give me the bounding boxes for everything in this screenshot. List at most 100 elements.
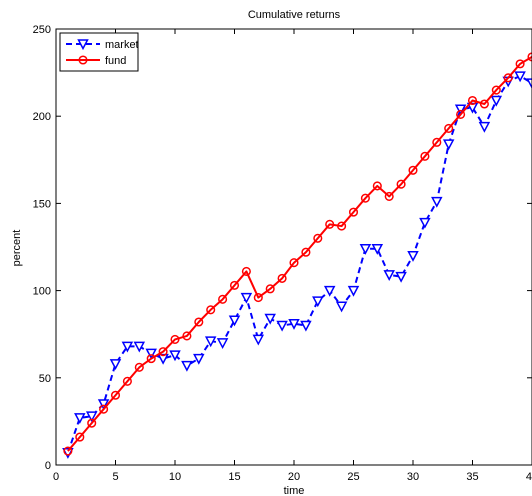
fund-point [372, 181, 382, 191]
fund-point [158, 347, 168, 357]
market-point [312, 296, 324, 308]
fund-point [408, 165, 418, 175]
fund-point [337, 221, 347, 231]
x-tick-label: 30 [407, 471, 419, 483]
market-point [181, 360, 193, 372]
market-point [347, 285, 360, 297]
fund-point [241, 266, 251, 276]
market-point [74, 413, 86, 425]
legend-box [59, 32, 139, 72]
fund-point [444, 123, 454, 133]
market-point [288, 318, 300, 330]
legend-label-market: market [105, 39, 139, 51]
fund-point [348, 207, 359, 217]
fund-point [384, 191, 394, 201]
x-tick-label: 5 [112, 471, 118, 483]
fund-point [122, 376, 132, 386]
fund-point [194, 317, 204, 327]
x-tick-label: 40 [526, 471, 532, 483]
fund-point [134, 362, 144, 372]
fund-point [325, 219, 335, 229]
x-tick-label: 25 [347, 471, 359, 483]
market-point [490, 95, 503, 107]
fund-point [87, 418, 97, 428]
fund-point [479, 99, 489, 109]
fund-point [99, 404, 109, 414]
market-series-line [66, 75, 532, 454]
fund-point [253, 293, 263, 303]
market-point [145, 348, 157, 360]
fund-point [396, 179, 406, 189]
fund-point [467, 95, 478, 106]
market-point [193, 353, 205, 365]
fund-point [75, 432, 85, 442]
market-point [478, 121, 491, 133]
fund-point [63, 446, 73, 456]
market-point [109, 359, 122, 370]
x-tick-label: 15 [228, 471, 240, 483]
market-point [216, 338, 229, 350]
market-point [466, 102, 479, 114]
market-point [371, 243, 384, 255]
y-tick-label: 0 [45, 460, 51, 472]
market-point [85, 411, 98, 423]
market-point [454, 104, 467, 116]
market-point [133, 341, 146, 353]
plot-area [56, 29, 532, 465]
fund-point [206, 305, 216, 315]
fund-point [289, 258, 299, 268]
market-point [121, 341, 134, 353]
y-tick-label: 50 [39, 373, 51, 385]
market-point [169, 350, 181, 362]
x-tick-label: 0 [53, 471, 59, 483]
x-tick-label: 35 [466, 471, 478, 483]
fund-point [515, 59, 525, 69]
fund-point [265, 284, 275, 294]
market-point [157, 353, 169, 365]
market-point [240, 292, 253, 304]
fund-point [527, 52, 532, 62]
market-point [323, 285, 336, 297]
x-tick-label: 20 [288, 471, 300, 483]
market-point [431, 196, 443, 208]
legend-label-fund: fund [105, 55, 126, 67]
market-point [359, 243, 372, 255]
market-point [300, 320, 312, 332]
fund-point [432, 137, 442, 147]
market-point [204, 336, 217, 348]
fund-point [491, 85, 501, 95]
market-point [395, 271, 407, 283]
market-point [97, 399, 110, 411]
y-axis-label: percent [11, 230, 23, 267]
market-point [62, 448, 74, 459]
market-point [252, 334, 265, 346]
market-point [407, 250, 419, 262]
market-point [335, 301, 348, 313]
y-tick-label: 250 [33, 24, 51, 36]
series-fund [63, 52, 532, 456]
fund-point [503, 73, 513, 83]
y-tick-label: 200 [33, 111, 51, 123]
fund-point [360, 193, 370, 203]
fund-point [301, 247, 311, 257]
y-tick-label: 150 [33, 198, 51, 210]
fund-series-line [67, 56, 532, 452]
fund-point [420, 151, 430, 161]
legend-marker-market [77, 39, 89, 51]
fund-point [170, 334, 180, 344]
fund-point [229, 280, 240, 290]
fund-point [277, 273, 287, 283]
fund-point [456, 109, 466, 120]
fund-point [110, 390, 121, 400]
y-tick-label: 100 [33, 286, 51, 298]
market-point [442, 139, 455, 151]
legend-marker-fund [78, 55, 88, 65]
fund-point [218, 294, 228, 304]
fund-point [182, 331, 192, 341]
market-point [276, 320, 288, 332]
x-axis-label: time [284, 485, 305, 496]
x-tick-label: 10 [169, 471, 181, 483]
market-point [228, 315, 241, 327]
fund-point [313, 233, 323, 243]
